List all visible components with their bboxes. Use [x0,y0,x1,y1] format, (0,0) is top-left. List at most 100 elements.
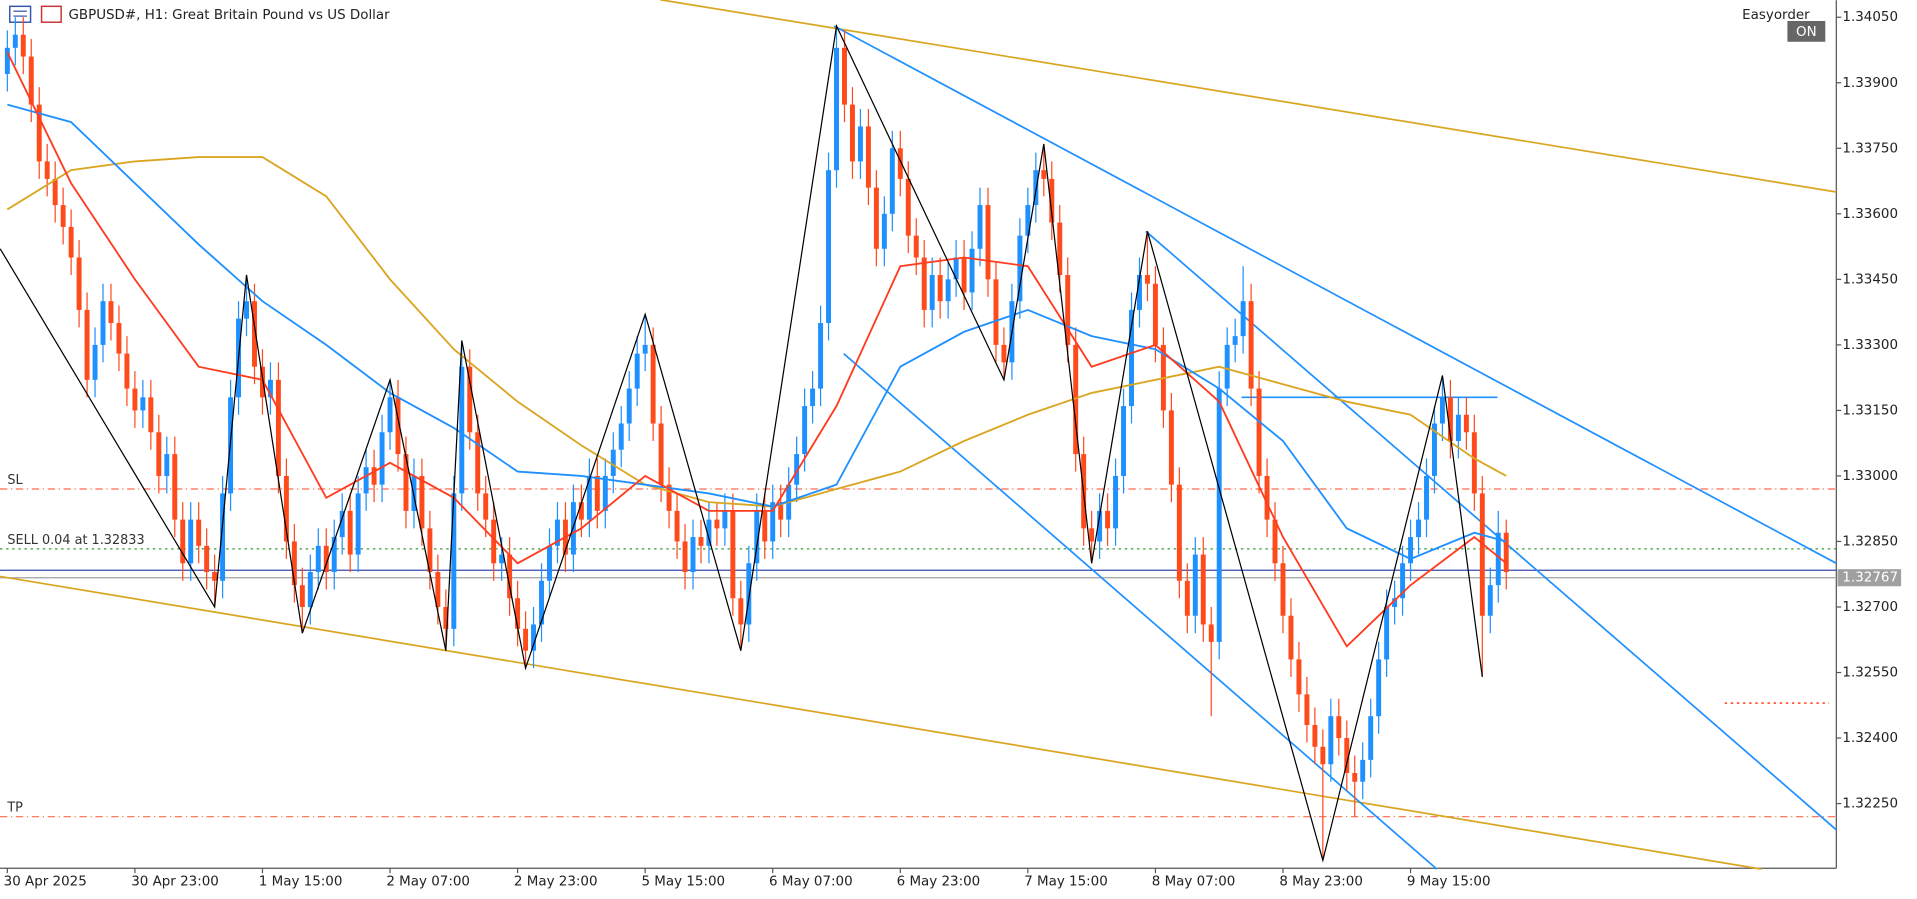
candle-body [1304,694,1310,725]
candle-body [92,344,98,380]
candle-body [642,344,648,354]
trend-line [833,25,1837,565]
candle-body [283,475,289,542]
candle-body [148,397,154,433]
candle-body [443,606,449,629]
candle-body [834,47,839,171]
y-tick-label: 1.33900 [1842,76,1898,91]
candle-body [738,598,744,625]
candle-body [44,161,50,179]
candle-body [698,537,704,546]
y-tick-label: 1.33450 [1842,272,1898,287]
candle-body [682,541,688,573]
candle-body [857,126,863,162]
candle-body [395,397,401,455]
candle-body [1232,336,1238,345]
candle-body [60,205,66,227]
candle-body [1352,772,1358,782]
candle-body [842,47,847,105]
candle-body [1256,388,1262,476]
candle-body [881,213,887,249]
y-tick-label: 1.33000 [1842,469,1898,484]
candle-body [1089,528,1095,542]
candle-body [1097,510,1103,542]
candle-body [714,519,720,529]
candle-body [1471,432,1477,494]
candle-body [1368,716,1374,760]
candle-body [602,475,608,511]
trend-line [1145,230,1837,831]
candle-body [554,519,560,546]
candle-body [435,572,441,607]
candle-body [1439,397,1445,424]
candle-body [889,148,895,214]
candle-body [347,510,353,555]
candle-body [618,423,624,450]
panel-button[interactable] [1787,20,1826,42]
candle-body [634,353,640,389]
candle-body [690,537,696,573]
candle-body [1065,274,1071,345]
chart-icon[interactable] [40,5,62,23]
candle-body [1152,283,1158,345]
candle-body [459,366,465,494]
candle-body [953,257,959,280]
candle-body [826,170,832,324]
candle-body [204,545,210,573]
candle-body [1113,475,1119,529]
candle-body [451,493,457,629]
candle-body [467,366,473,433]
candle-body [1392,598,1398,607]
candle-body [1424,475,1429,520]
candle-body [491,519,497,564]
candle-body [291,541,297,586]
candle-body [1463,414,1469,433]
trend-line [0,575,1762,870]
candle-body [1360,759,1366,782]
candle-body [355,493,361,555]
candle-body [1344,738,1350,773]
candle-body [650,344,656,424]
candle-body [1447,397,1453,441]
candle-body [746,563,752,625]
toolbar-icons [9,5,62,23]
moving-average [7,103,1507,560]
candle-body [1105,510,1111,529]
y-tick-label: 1.32400 [1842,731,1898,746]
candle-body [802,406,808,455]
candle-body [674,510,680,542]
candle-body [586,475,592,520]
candle-body [164,454,170,476]
candle-body [76,257,82,310]
candle-body [849,104,855,162]
candle-body [1017,235,1023,302]
trend-line [843,352,1438,870]
x-tick-label: 6 May 23:00 [897,875,981,890]
candle-body [140,397,146,411]
y-tick-label: 1.33600 [1842,207,1898,222]
candle-body [1184,580,1190,616]
candle-body [1121,406,1127,476]
candle-body [666,484,672,511]
candle-body [212,572,218,581]
candle-body [1240,301,1246,337]
level-label: SL [7,473,23,488]
bid-label: 1.32767 [1842,571,1898,586]
candle-body [610,449,616,476]
candle-body [818,323,824,389]
y-tick-label: 1.33750 [1842,141,1898,156]
candle-body [307,572,313,607]
candle-body [539,580,544,625]
y-tick-label: 1.33300 [1842,338,1898,353]
candle-body [188,519,194,564]
x-tick-label: 9 May 15:00 [1407,875,1491,890]
candle-body [275,379,281,476]
candle-body [315,545,321,573]
candle-body [28,56,34,105]
candle-body [132,388,138,411]
candle-body [1208,624,1214,642]
candle-body [865,126,871,188]
candle-body [1328,716,1334,765]
menu-icon[interactable] [9,5,32,23]
